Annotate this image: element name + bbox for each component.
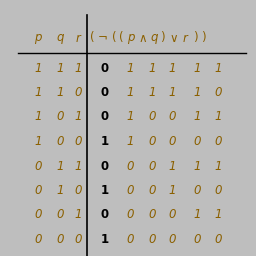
- Text: 0: 0: [126, 208, 134, 221]
- Text: 0: 0: [168, 233, 176, 246]
- Text: ∧: ∧: [139, 31, 147, 45]
- Text: (: (: [90, 31, 94, 45]
- Text: 0: 0: [148, 159, 156, 173]
- Text: 0: 0: [74, 135, 82, 148]
- Text: 1: 1: [126, 111, 134, 123]
- Text: 1: 1: [193, 208, 201, 221]
- Text: p: p: [34, 31, 42, 45]
- Text: 1: 1: [34, 86, 42, 99]
- Text: 0: 0: [168, 208, 176, 221]
- Text: 1: 1: [101, 184, 109, 197]
- Text: 0: 0: [148, 233, 156, 246]
- Text: (: (: [119, 31, 123, 45]
- Text: 1: 1: [214, 208, 222, 221]
- Text: 1: 1: [193, 111, 201, 123]
- Text: 0: 0: [168, 135, 176, 148]
- Text: 0: 0: [56, 135, 64, 148]
- Text: 1: 1: [101, 233, 109, 246]
- Text: 0: 0: [193, 233, 201, 246]
- Text: 0: 0: [214, 86, 222, 99]
- Text: 1: 1: [214, 111, 222, 123]
- Text: 0: 0: [148, 208, 156, 221]
- Text: 0: 0: [126, 233, 134, 246]
- Text: 1: 1: [56, 61, 64, 74]
- Text: 1: 1: [214, 159, 222, 173]
- Text: 0: 0: [74, 233, 82, 246]
- Text: 1: 1: [74, 208, 82, 221]
- Text: 0: 0: [56, 233, 64, 246]
- Text: 0: 0: [101, 61, 109, 74]
- Text: r: r: [183, 31, 187, 45]
- Text: 0: 0: [193, 184, 201, 197]
- Text: 1: 1: [101, 135, 109, 148]
- Text: 1: 1: [193, 86, 201, 99]
- Text: 1: 1: [74, 111, 82, 123]
- Text: 1: 1: [74, 159, 82, 173]
- Text: ): ): [160, 31, 164, 45]
- Text: 0: 0: [74, 184, 82, 197]
- Text: ¬: ¬: [98, 31, 108, 45]
- Text: 0: 0: [34, 159, 42, 173]
- Text: 1: 1: [148, 86, 156, 99]
- Text: 0: 0: [148, 184, 156, 197]
- Text: 0: 0: [214, 184, 222, 197]
- Text: 1: 1: [34, 135, 42, 148]
- Text: 0: 0: [214, 135, 222, 148]
- Text: 1: 1: [214, 61, 222, 74]
- Text: q: q: [150, 31, 158, 45]
- Text: 0: 0: [148, 111, 156, 123]
- Text: 1: 1: [168, 61, 176, 74]
- Text: 0: 0: [214, 233, 222, 246]
- Text: r: r: [76, 31, 80, 45]
- Text: 1: 1: [193, 61, 201, 74]
- Text: 0: 0: [34, 208, 42, 221]
- Text: 1: 1: [126, 135, 134, 148]
- Text: 1: 1: [34, 111, 42, 123]
- Text: p: p: [127, 31, 135, 45]
- Text: 1: 1: [126, 86, 134, 99]
- Text: 1: 1: [56, 86, 64, 99]
- Text: 1: 1: [56, 184, 64, 197]
- Text: ): ): [193, 31, 197, 45]
- Text: 0: 0: [74, 86, 82, 99]
- Text: 0: 0: [148, 135, 156, 148]
- Text: (: (: [112, 31, 116, 45]
- Text: 1: 1: [74, 61, 82, 74]
- Text: 1: 1: [168, 86, 176, 99]
- Text: 0: 0: [56, 111, 64, 123]
- Text: ): ): [201, 31, 205, 45]
- Text: 0: 0: [126, 184, 134, 197]
- Text: 0: 0: [101, 86, 109, 99]
- Text: 1: 1: [148, 61, 156, 74]
- Text: 1: 1: [56, 159, 64, 173]
- Text: 0: 0: [101, 159, 109, 173]
- Text: 0: 0: [101, 208, 109, 221]
- Text: 0: 0: [34, 184, 42, 197]
- Text: 1: 1: [168, 159, 176, 173]
- Text: 0: 0: [168, 111, 176, 123]
- Text: 0: 0: [34, 233, 42, 246]
- Text: ∨: ∨: [170, 31, 178, 45]
- Text: 0: 0: [56, 208, 64, 221]
- Text: 1: 1: [168, 184, 176, 197]
- Text: 0: 0: [193, 135, 201, 148]
- Text: 1: 1: [193, 159, 201, 173]
- Text: 1: 1: [126, 61, 134, 74]
- Text: 0: 0: [126, 159, 134, 173]
- Text: 0: 0: [101, 111, 109, 123]
- Text: 1: 1: [34, 61, 42, 74]
- Text: q: q: [56, 31, 64, 45]
